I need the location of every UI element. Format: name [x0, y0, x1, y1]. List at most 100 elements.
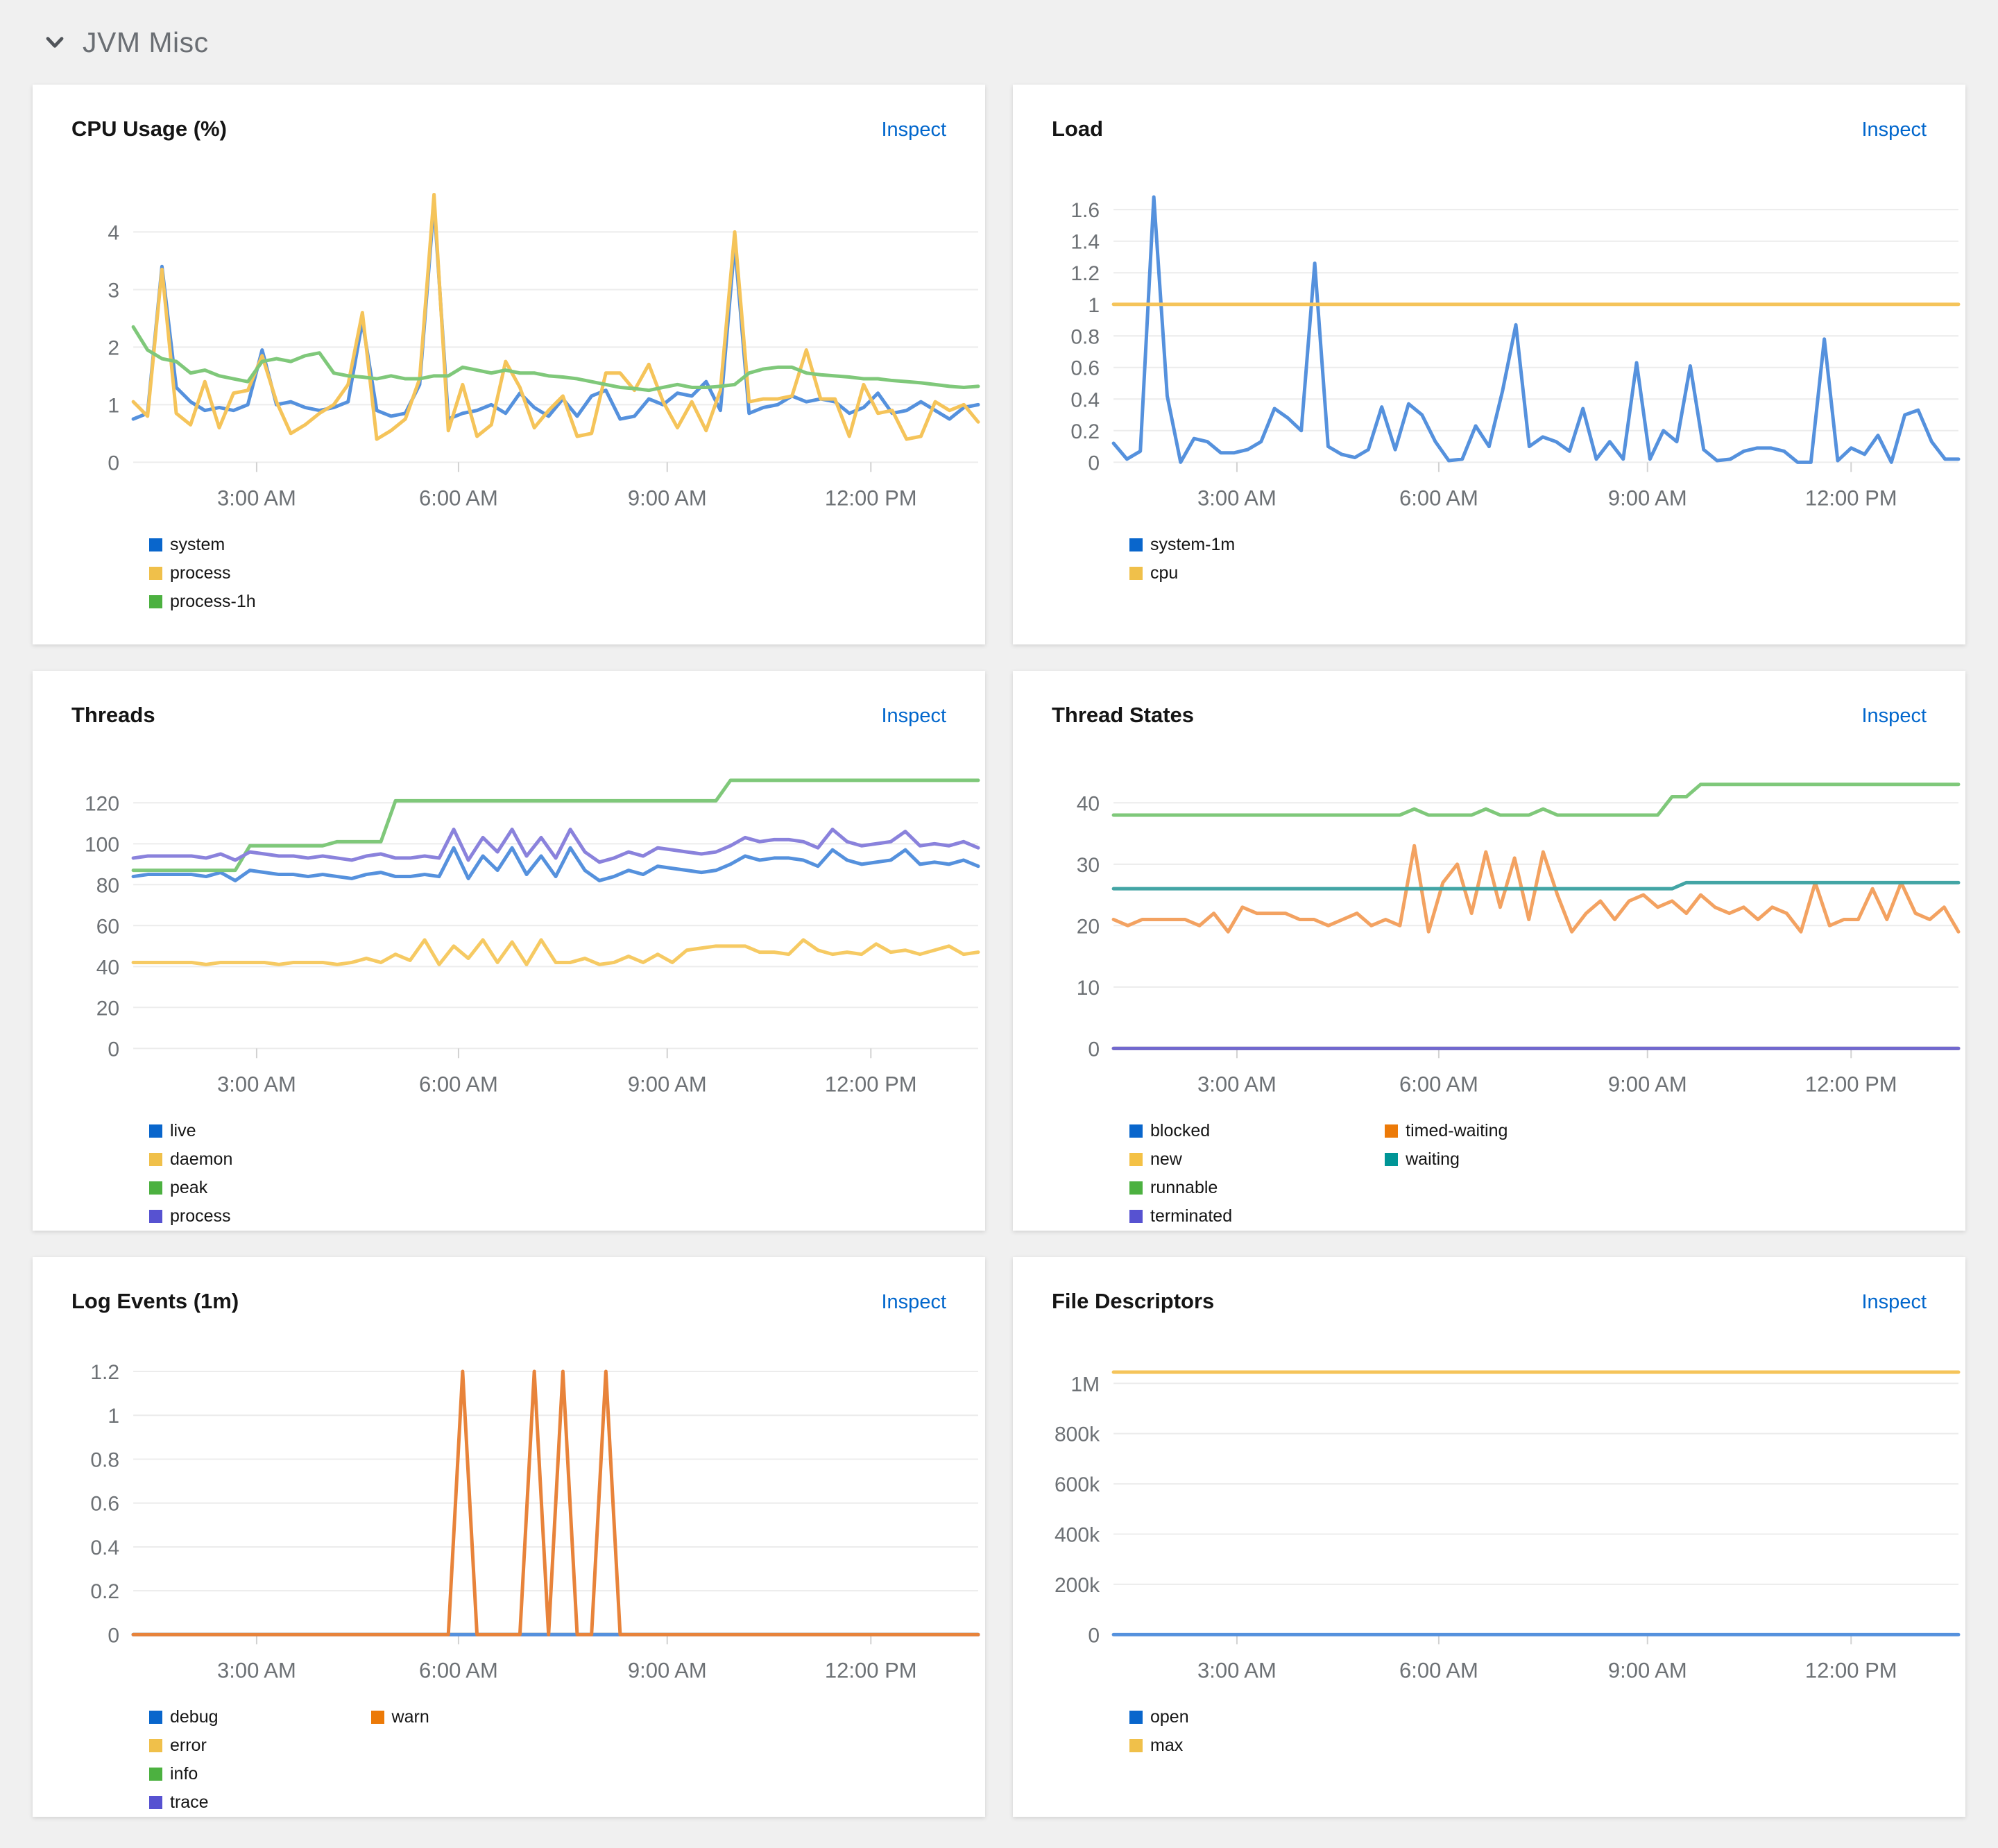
inspect-link[interactable]: Inspect	[881, 1291, 947, 1313]
svg-text:600k: 600k	[1054, 1473, 1100, 1496]
svg-text:9:00 AM: 9:00 AM	[1608, 486, 1687, 510]
svg-text:20: 20	[96, 997, 119, 1020]
inspect-link[interactable]: Inspect	[1861, 119, 1927, 141]
svg-text:9:00 AM: 9:00 AM	[628, 486, 707, 510]
svg-text:6:00 AM: 6:00 AM	[419, 1072, 498, 1096]
legend-label: runnable	[1150, 1178, 1218, 1198]
svg-text:120: 120	[85, 792, 119, 815]
legend-item-debug: debug	[149, 1706, 219, 1727]
section-toggle-jvm-misc[interactable]: JVM Misc	[33, 0, 1965, 85]
legend-label: open	[1150, 1707, 1189, 1727]
svg-text:60: 60	[96, 915, 119, 938]
legend-label: terminated	[1150, 1206, 1233, 1226]
svg-text:1: 1	[108, 1405, 119, 1428]
svg-text:3:00 AM: 3:00 AM	[217, 486, 296, 510]
legend-swatch-icon	[149, 1209, 162, 1223]
series-live	[131, 846, 980, 882]
inspect-link[interactable]: Inspect	[1861, 1291, 1927, 1313]
legend-item-timed-waiting: timed-waiting	[1385, 1120, 1508, 1141]
svg-text:800k: 800k	[1054, 1423, 1100, 1446]
panel-file-descriptors: File Descriptors Inspect 0 200k 400k 600k 80…	[1013, 1257, 1965, 1817]
series-process-1h	[131, 325, 980, 393]
panel-load: Load Inspect 0 0.2 0.4 0.6 0.8 1 1.2 1.4 1.6 3:00…	[1013, 85, 1965, 644]
svg-text:200k: 200k	[1054, 1574, 1100, 1597]
legend-swatch-icon	[1385, 1124, 1399, 1138]
series-process	[131, 192, 980, 441]
inspect-link[interactable]: Inspect	[1861, 705, 1927, 727]
log-events-chart: 0 0.2 0.4 0.6 0.8 1 1.2 3:00 AM 6:00 AM 9:00 AM 12…	[90, 1361, 980, 1682]
inspect-link[interactable]: Inspect	[881, 705, 947, 727]
svg-text:0: 0	[108, 1624, 119, 1647]
svg-text:12:00 PM: 12:00 PM	[1805, 486, 1897, 510]
series-warn	[131, 1369, 980, 1636]
file-descriptors-chart: 0 200k 400k 600k 800k 1M 3:00 AM 6:00 AM 9:00 AM…	[1054, 1370, 1961, 1682]
legend-swatch-icon	[1129, 1209, 1143, 1223]
svg-text:1.6: 1.6	[1070, 199, 1100, 222]
svg-text:1.4: 1.4	[1070, 231, 1100, 254]
legend-swatch-icon	[1129, 1710, 1143, 1724]
svg-text:12:00 PM: 12:00 PM	[825, 1072, 917, 1096]
inspect-link[interactable]: Inspect	[881, 119, 947, 141]
legend-swatch-icon	[1129, 1124, 1143, 1138]
legend-item-error: error	[149, 1735, 219, 1756]
dashboard-grid: CPU Usage (%) Inspect 0 1 2 3 4 3:00 AM 6:00 A…	[33, 85, 1965, 1817]
legend-swatch-icon	[370, 1710, 384, 1724]
panel-title: File Descriptors	[1052, 1289, 1215, 1313]
svg-text:9:00 AM: 9:00 AM	[1608, 1658, 1687, 1682]
svg-text:2: 2	[108, 336, 119, 359]
legend-swatch-icon	[149, 1795, 162, 1809]
svg-text:12:00 PM: 12:00 PM	[1805, 1658, 1897, 1682]
log-events-legend: debug error info trace warn	[149, 1706, 985, 1813]
svg-text:4: 4	[108, 221, 119, 244]
svg-text:6:00 AM: 6:00 AM	[1399, 1072, 1478, 1096]
legend-label: error	[170, 1736, 207, 1756]
svg-text:3:00 AM: 3:00 AM	[1197, 486, 1276, 510]
svg-text:0.2: 0.2	[90, 1580, 119, 1603]
legend-label: new	[1150, 1149, 1182, 1170]
legend-item-live: live	[149, 1120, 232, 1141]
panel-log-events: Log Events (1m) Inspect 0 0.2 0.4 0.6 0.8 1 1.…	[33, 1257, 985, 1817]
svg-text:3:00 AM: 3:00 AM	[217, 1072, 296, 1096]
thread-states-chart: 0 10 20 30 40 3:00 AM 6:00 AM 9:00 AM 12:00 PM	[1077, 782, 1961, 1096]
legend-swatch-icon	[149, 538, 162, 551]
svg-text:9:00 AM: 9:00 AM	[628, 1072, 707, 1096]
legend-item-system-1m: system-1m	[1129, 534, 1235, 555]
legend-item-new: new	[1129, 1149, 1232, 1170]
legend-label: blocked	[1150, 1121, 1211, 1141]
svg-text:9:00 AM: 9:00 AM	[1608, 1072, 1687, 1096]
legend-label: daemon	[170, 1149, 233, 1170]
legend-item-process: process	[149, 1206, 232, 1226]
svg-text:12:00 PM: 12:00 PM	[1805, 1072, 1897, 1096]
legend-swatch-icon	[149, 1152, 162, 1166]
legend-swatch-icon	[1385, 1152, 1399, 1166]
legend-label: cpu	[1150, 563, 1179, 583]
panel-threads: Threads Inspect 0 20 40 60 80 100 120 3:00 AM 6:…	[33, 671, 985, 1231]
legend-label: warn	[391, 1707, 429, 1727]
legend-item-peak: peak	[149, 1177, 232, 1198]
thread-states-legend: blocked new runnable terminated timed-waitin…	[1129, 1120, 1965, 1226]
load-chart: 0 0.2 0.4 0.6 0.8 1 1.2 1.4 1.6 3:00 AM 6:00 AM 9:0…	[1070, 195, 1961, 510]
svg-text:0.6: 0.6	[1070, 357, 1100, 380]
legend-label: peak	[170, 1178, 208, 1198]
svg-text:1.2: 1.2	[1070, 262, 1100, 285]
svg-text:100: 100	[85, 833, 119, 856]
legend-swatch-icon	[149, 594, 162, 608]
legend-item-max: max	[1129, 1735, 1189, 1756]
legend-label: system	[170, 535, 225, 555]
svg-text:400k: 400k	[1054, 1524, 1100, 1547]
svg-text:0.6: 0.6	[90, 1493, 119, 1516]
legend-item-open: open	[1129, 1706, 1189, 1727]
panel-title: Log Events (1m)	[71, 1289, 239, 1313]
legend-swatch-icon	[1129, 1181, 1143, 1195]
svg-text:40: 40	[1077, 792, 1100, 815]
panel-title: Load	[1052, 117, 1104, 141]
legend-swatch-icon	[149, 566, 162, 580]
svg-text:0: 0	[108, 452, 119, 474]
svg-text:6:00 AM: 6:00 AM	[419, 486, 498, 510]
legend-swatch-icon	[1129, 538, 1143, 551]
legend-label: process	[170, 563, 231, 583]
legend-item-process: process	[149, 563, 256, 583]
legend-item-process-1h: process-1h	[149, 591, 256, 612]
legend-item-waiting: waiting	[1385, 1149, 1508, 1170]
